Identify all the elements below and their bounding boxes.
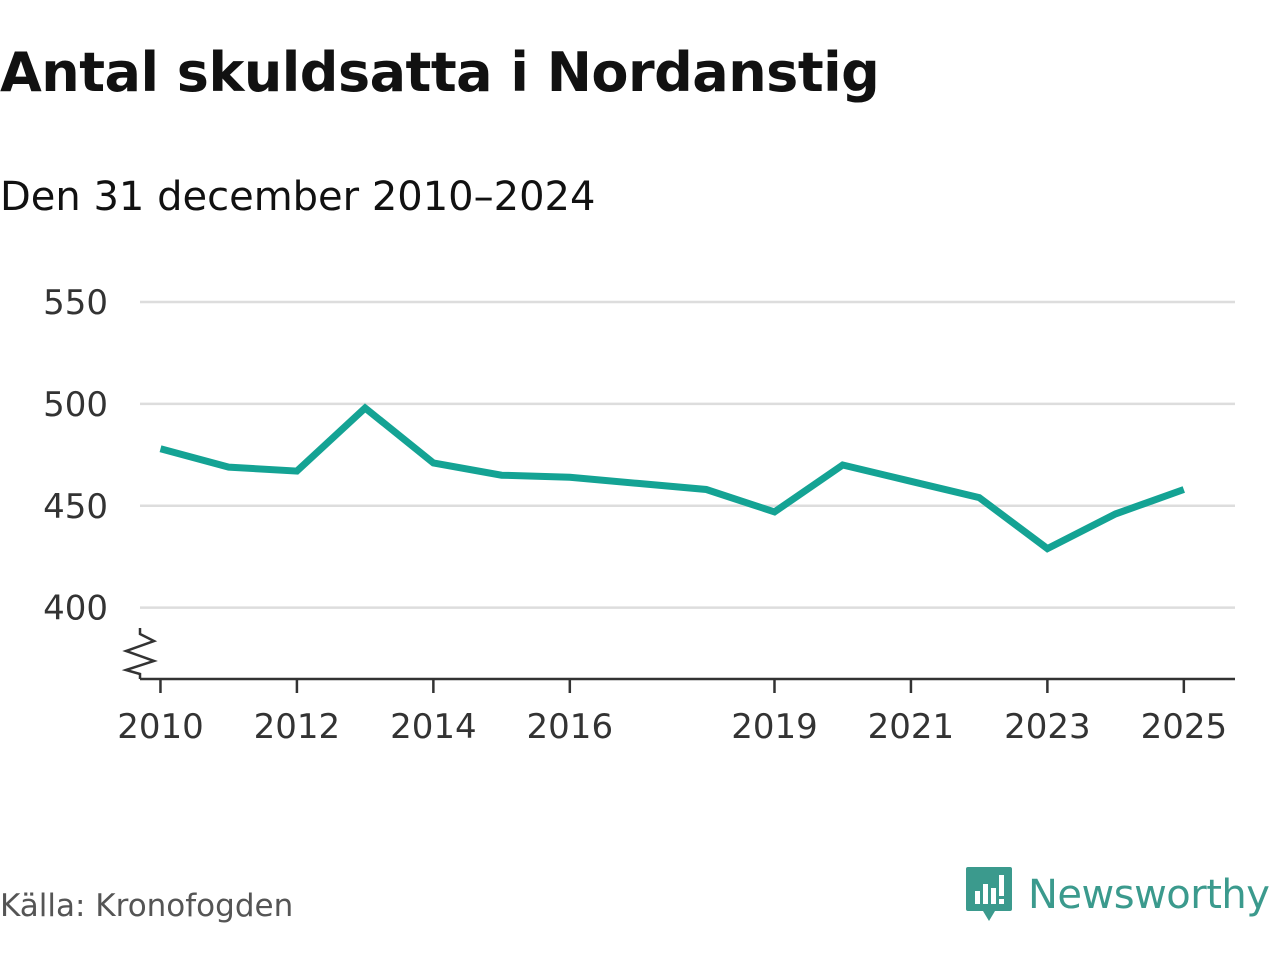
x-tick-label: 2019 <box>731 707 818 747</box>
data-point <box>157 445 164 452</box>
y-tick-label: 450 <box>43 487 108 527</box>
y-tick-label: 500 <box>43 385 108 425</box>
data-point <box>703 486 710 493</box>
y-tick-label: 550 <box>43 283 108 323</box>
axes <box>121 628 1235 693</box>
x-tick-label: 2021 <box>868 707 955 747</box>
series-line <box>159 403 1185 553</box>
data-point <box>566 474 573 481</box>
data-point <box>1044 545 1051 552</box>
gridlines <box>140 300 1235 609</box>
brand-logo-lockup[interactable]: Newsworthy <box>964 864 1270 926</box>
data-point <box>635 480 642 487</box>
data-point <box>430 459 437 466</box>
data-point <box>225 464 232 471</box>
data-point <box>498 472 505 479</box>
data-point <box>907 478 914 485</box>
x-tick-label: 2016 <box>527 707 614 747</box>
data-point <box>362 404 369 411</box>
y-tick-label: 400 <box>43 589 108 629</box>
brand-name: Newsworthy <box>1028 872 1270 918</box>
data-point <box>976 494 983 501</box>
x-tick-label: 2023 <box>1004 707 1091 747</box>
x-tick-label: 2012 <box>254 707 341 747</box>
tick-labels: 400 450 500 550 2010 2012 2014 2016 2019 2021 2023… <box>43 283 1227 747</box>
series <box>157 403 1187 553</box>
data-point <box>293 468 300 475</box>
data-point <box>839 462 846 469</box>
x-tick-label: 2025 <box>1141 707 1228 747</box>
source-note: Källa: Kronofogden <box>0 888 294 924</box>
data-point <box>1112 510 1119 517</box>
data-point <box>1180 486 1187 493</box>
newsworthy-logo-icon <box>966 867 1012 921</box>
x-tick-label: 2010 <box>117 707 204 747</box>
chart-subtitle: Den 31 december 2010–2024 <box>0 174 596 220</box>
x-tick-label: 2014 <box>390 707 477 747</box>
y-axis-break <box>121 628 158 679</box>
chart-title: Antal skuldsatta i Nordanstig <box>0 41 880 104</box>
data-point <box>771 508 778 515</box>
